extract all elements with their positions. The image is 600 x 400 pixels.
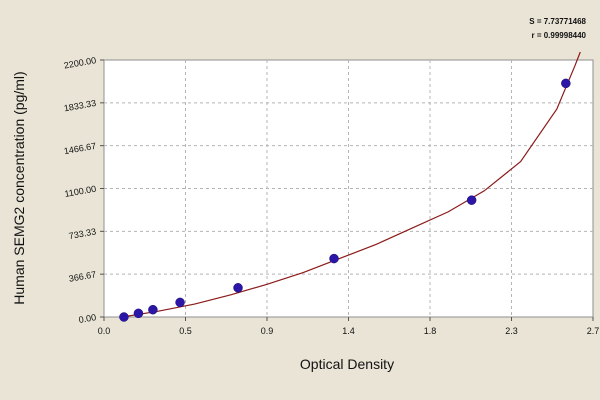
y-tick-label: 2200.00 [63, 55, 97, 70]
fit-curve [122, 51, 581, 318]
data-point [466, 195, 477, 205]
x-axis-title: Optical Density [300, 356, 394, 372]
y-tick-labels: 0.00 366.67 733.33 1100.00 1466.67 1833.33 220… [63, 55, 104, 325]
x-tick-label: 0.5 [179, 326, 192, 336]
x-tick-label: 0.9 [261, 326, 274, 336]
x-tick-label: 2.3 [505, 326, 518, 336]
y-tick-label: 1833.33 [63, 98, 97, 113]
x-tick-label: 1.4 [342, 326, 355, 336]
data-point [148, 304, 158, 315]
data-points [119, 78, 571, 322]
y-tick-label: 733.33 [68, 226, 97, 241]
fit-stat-r: r = 0.99998440 [532, 31, 587, 40]
y-tick-label: 366.67 [68, 269, 97, 284]
x-tick-label: 0.0 [98, 326, 111, 336]
y-tick-label: 1466.67 [63, 141, 97, 156]
y-tick-label: 1100.00 [64, 184, 97, 199]
data-point [561, 78, 571, 89]
x-tick-labels: 0.0 0.5 0.9 1.4 1.8 2.3 2.7 [98, 317, 600, 336]
data-point [233, 283, 243, 293]
data-point [175, 297, 185, 308]
x-tick-label: 2.7 [587, 326, 600, 336]
grid-lines [104, 60, 593, 317]
x-tick-label: 1.8 [424, 326, 437, 336]
data-point [329, 253, 339, 264]
data-point [119, 312, 129, 322]
y-tick-label: 0.00 [78, 312, 97, 325]
fit-stat-s: S = 7.73771468 [529, 17, 586, 26]
data-point [133, 308, 144, 319]
y-axis-title: Human SEMG2 concentration (pg/ml) [11, 71, 27, 304]
